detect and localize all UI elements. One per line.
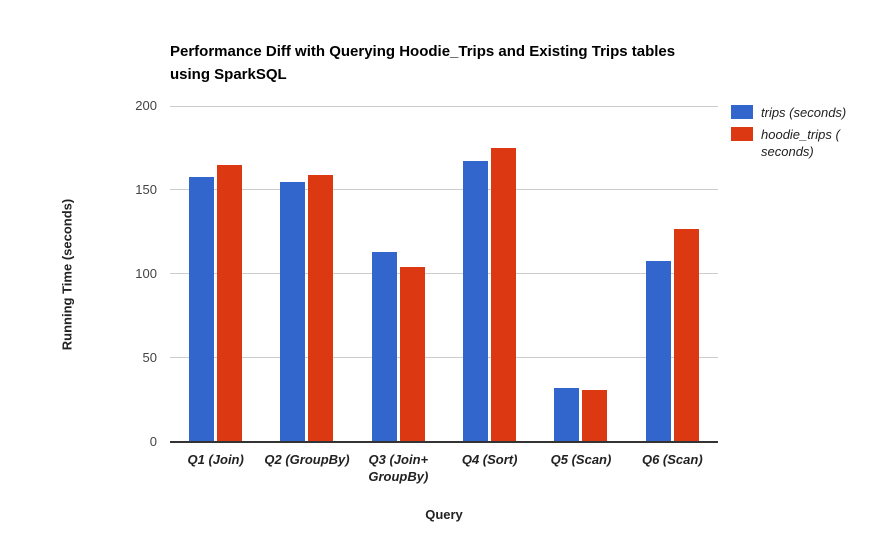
gridline-200 [170,106,718,107]
legend-item-trips[interactable]: trips (seconds) [731,104,883,121]
x-tick-q2: Q2 (GroupBy) [264,452,350,467]
y-tick-50: 50 [142,350,157,365]
bar-hoodie_trips-q6[interactable] [673,228,699,442]
gridline-100 [170,273,718,274]
legend: trips (seconds) hoodie_trips ( seconds) [731,104,883,165]
legend-swatch-hoodie_trips [731,127,753,141]
x-tick-q6: Q6 (Scan) [641,452,703,467]
legend-item-hoodie_trips[interactable]: hoodie_trips ( seconds) [731,126,883,160]
legend-swatch-trips [731,105,753,119]
bar-group-q1 [170,106,261,442]
bar-group-q4 [444,106,535,442]
y-tick-100: 100 [135,266,157,281]
bar-trips-q2[interactable] [280,181,306,442]
bar-trips-q5[interactable] [554,388,580,442]
plot-area [170,106,718,443]
legend-label-trips: trips (seconds) [761,105,847,120]
y-tick-200: 200 [135,98,157,113]
bar-group-q3 [353,106,444,442]
gridline-150 [170,189,718,190]
x-tick-q3: Q3 (Join+ GroupBy) [368,452,429,484]
x-tick-q1: Q1 (Join) [187,452,244,467]
bar-group-q2 [261,106,352,442]
y-tick-150: 150 [135,182,157,197]
bars-container [170,106,718,442]
bar-trips-q6[interactable] [645,260,671,442]
bar-hoodie_trips-q4[interactable] [491,148,517,442]
bar-group-q5 [535,106,626,442]
bar-trips-q4[interactable] [463,161,489,442]
bar-trips-q1[interactable] [189,176,215,442]
bar-hoodie_trips-q5[interactable] [582,389,608,442]
x-tick-q5: Q5 (Scan) [550,452,612,467]
bar-hoodie_trips-q1[interactable] [217,164,243,442]
bar-hoodie_trips-q2[interactable] [308,174,334,442]
x-tick-q4: Q4 (Sort) [461,452,518,467]
y-tick-0: 0 [149,434,157,449]
y-axis-title: Running Time (seconds) [59,198,75,351]
chart-title: Performance Diff with Querying Hoodie_Tr… [170,43,676,83]
bar-trips-q3[interactable] [371,252,397,442]
legend-label-hoodie_trips: hoodie_trips ( seconds) [761,127,840,159]
bar-group-q6 [627,106,718,442]
gridline-50 [170,357,718,358]
x-axis-line [170,441,718,443]
bar-hoodie_trips-q3[interactable] [399,267,425,442]
x-axis-title: Query [425,507,463,522]
